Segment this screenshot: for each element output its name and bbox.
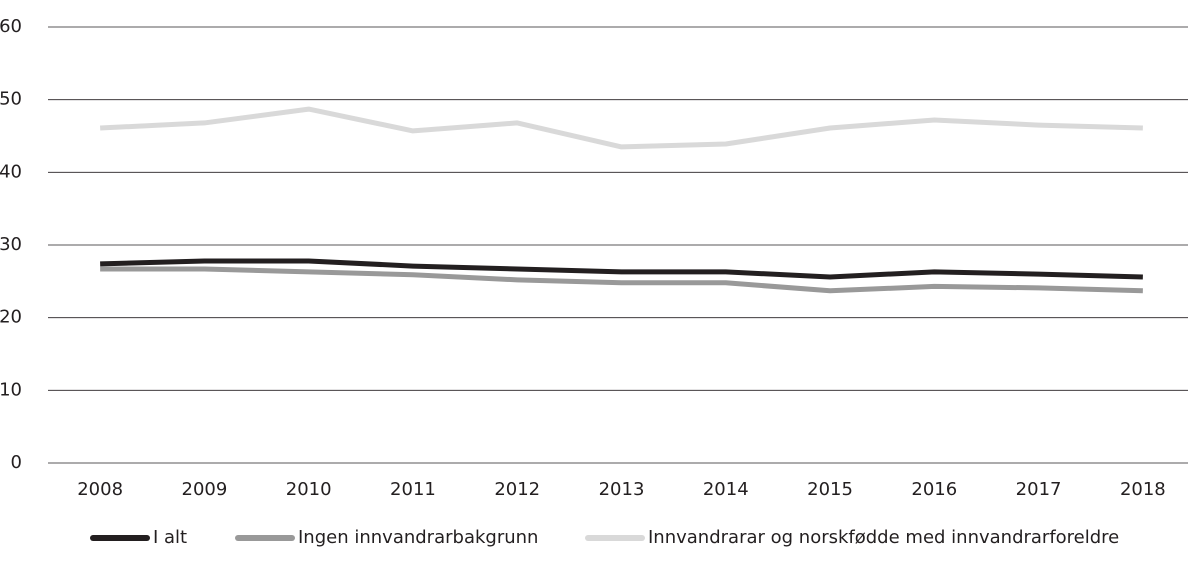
x-tick-label: 2011: [390, 479, 436, 500]
x-tick-label: 2009: [182, 479, 228, 500]
y-tick-label: 10: [0, 379, 22, 400]
x-tick-label: 2014: [703, 479, 749, 500]
y-tick-label: 20: [0, 307, 22, 328]
x-tick-label: 2013: [599, 479, 645, 500]
legend-label: I alt: [153, 527, 187, 548]
x-tick-label: 2016: [911, 479, 957, 500]
series-line: [100, 266, 1143, 294]
legend-label: Ingen innvandrarbakgrunn: [298, 527, 538, 548]
y-tick-label: 0: [11, 452, 22, 473]
series-line: [100, 106, 1143, 150]
x-tick-label: 2015: [807, 479, 853, 500]
x-tick-label: 2018: [1120, 479, 1166, 500]
y-tick-label: 60: [0, 16, 22, 37]
y-tick-label: 30: [0, 234, 22, 255]
x-tick-label: 2012: [494, 479, 540, 500]
y-tick-label: 40: [0, 161, 22, 182]
x-tick-label: 2010: [286, 479, 332, 500]
legend-label: Innvandrarar og norskfødde med innvandra…: [648, 527, 1119, 548]
y-tick-label: 50: [0, 89, 22, 110]
x-tick-label: 2017: [1016, 479, 1062, 500]
x-tick-label: 2008: [77, 479, 123, 500]
series-line: [100, 258, 1143, 280]
